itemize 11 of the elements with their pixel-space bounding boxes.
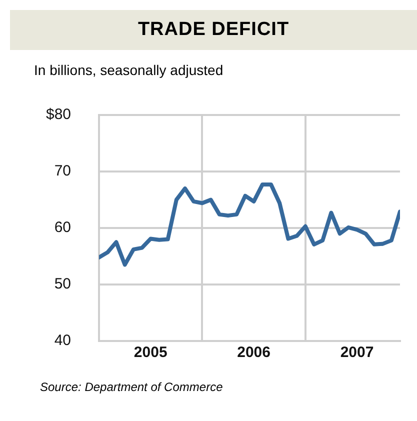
y-tick-label: 70: [54, 162, 72, 180]
y-tick-label: 40: [54, 332, 72, 350]
source-note: Source: Department of Commerce: [40, 380, 224, 394]
x-tick-label: 2006: [237, 344, 270, 362]
chart-subtitle: In billions, seasonally adjusted: [34, 62, 224, 78]
x-tick-label: 2007: [340, 344, 374, 362]
y-tick-label: 60: [54, 219, 72, 236]
x-tick-label: 2005: [134, 344, 168, 362]
y-tick-label: 50: [54, 276, 72, 293]
y-tick-label: $80: [46, 106, 72, 124]
chart-title: TRADE DEFICIT: [10, 10, 417, 50]
